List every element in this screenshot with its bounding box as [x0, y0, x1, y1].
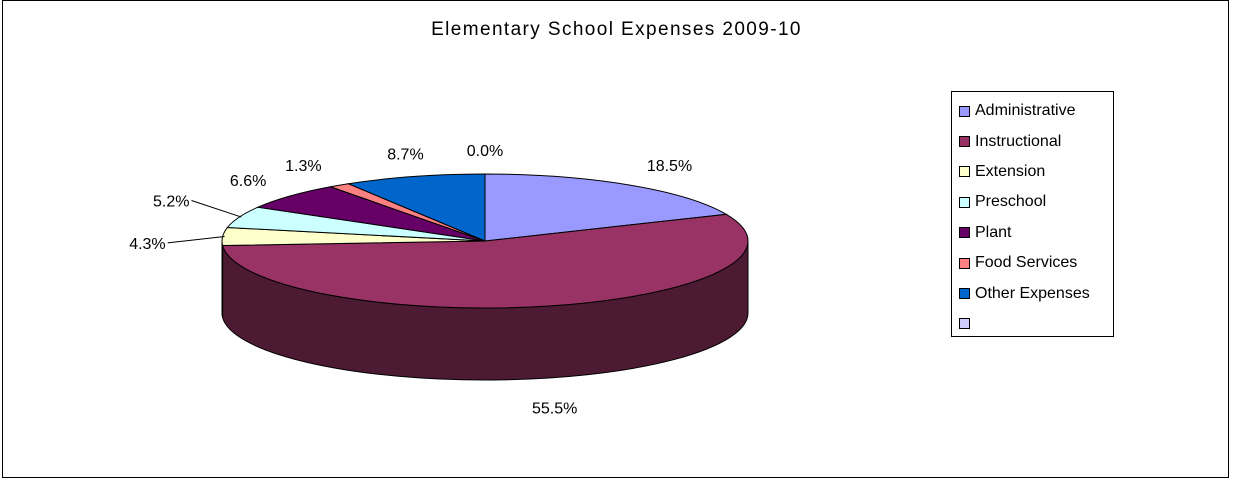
data-label-2: 4.3%	[129, 236, 165, 253]
legend-label: Instructional	[975, 132, 1062, 150]
legend-swatch	[959, 166, 970, 178]
legend-label: Food Services	[975, 254, 1078, 272]
legend-label: Extension	[975, 162, 1046, 180]
data-label-0: 18.5%	[647, 158, 692, 175]
legend-swatch	[959, 196, 970, 208]
legend-swatch	[959, 136, 970, 148]
legend-swatch	[959, 257, 970, 269]
legend-label: Plant	[975, 223, 1012, 241]
legend-swatch	[959, 227, 970, 239]
pie-top	[221, 173, 749, 309]
pie-slice-1	[221, 213, 749, 309]
data-label-1: 55.5%	[532, 400, 577, 417]
legend-item	[952, 309, 1113, 339]
leader-line-2	[167, 235, 225, 244]
legend-item: Plant	[952, 218, 1113, 248]
legend: Administrative Instructional Extension Pres…	[951, 91, 1114, 337]
data-labels: 18.5% 55.5% 4.3% 5.2% 6.6% 1.3% 8.7% 0.0%	[129, 143, 692, 417]
legend-item: Instructional	[952, 126, 1113, 156]
leader-line-3	[191, 199, 242, 218]
legend-item: Administrative	[952, 96, 1113, 126]
chart-title: Elementary School Expenses 2009-10	[431, 19, 802, 40]
legend-swatch	[959, 318, 970, 330]
legend-item: Other Expenses	[952, 278, 1113, 308]
legend-label: Other Expenses	[975, 284, 1090, 302]
legend-label: Preschool	[975, 193, 1047, 211]
legend-swatch	[959, 105, 970, 117]
legend-label: Administrative	[975, 102, 1076, 120]
pie-slice-0	[484, 173, 728, 242]
legend-item: Preschool	[952, 187, 1113, 217]
data-label-7: 0.0%	[467, 143, 503, 160]
legend-item: Food Services	[952, 248, 1113, 278]
pie-side-2	[221, 240, 224, 318]
data-label-6: 8.7%	[387, 146, 423, 163]
pie-slice-6	[346, 173, 486, 242]
pie-slice-4	[256, 186, 486, 242]
legend-swatch	[959, 288, 970, 300]
data-label-4: 6.6%	[230, 173, 266, 190]
legend-item: Extension	[952, 157, 1113, 187]
pie-chart: 18.5% 55.5% 4.3% 5.2% 6.6% 1.3% 8.7% 0.0%	[129, 143, 749, 417]
data-label-5: 1.3%	[285, 158, 321, 175]
data-label-3: 5.2%	[153, 193, 189, 210]
